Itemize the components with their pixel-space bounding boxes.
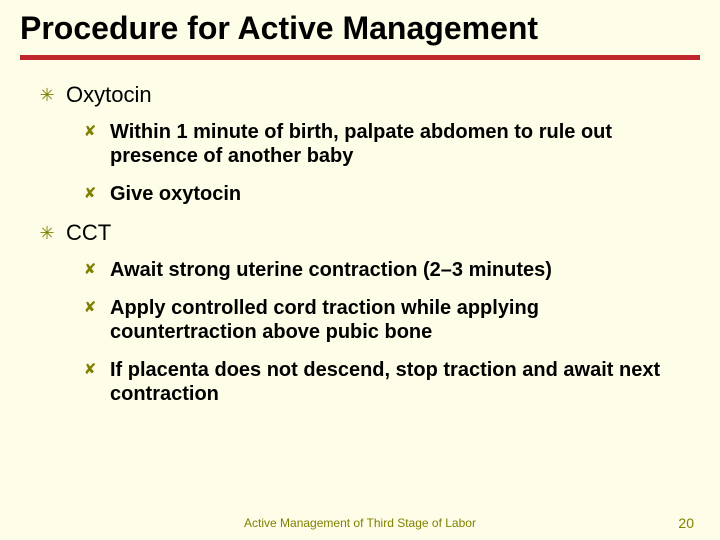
subitem-text: Give oxytocin: [110, 182, 271, 206]
footer-text: Active Management of Third Stage of Labo…: [244, 516, 476, 530]
title-underline: [20, 55, 700, 60]
subitem-text: Await strong uterine contraction (2–3 mi…: [110, 258, 582, 282]
subitem-text: Apply controlled cord traction while app…: [110, 296, 700, 344]
slide-title: Procedure for Active Management: [20, 10, 700, 55]
cross-icon: ✘: [82, 358, 98, 382]
list-item: ✳ CCT: [38, 220, 700, 246]
cross-icon: ✘: [82, 182, 98, 206]
cross-icon: ✘: [82, 296, 98, 320]
list-item: ✳ Oxytocin: [38, 82, 700, 108]
subitem-text: If placenta does not descend, stop tract…: [110, 358, 700, 406]
list-subitem: ✘ If placenta does not descend, stop tra…: [82, 358, 700, 406]
subitem-text: Within 1 minute of birth, palpate abdome…: [110, 120, 700, 168]
list-subitem: ✘ Apply controlled cord traction while a…: [82, 296, 700, 344]
asterisk-icon: ✳: [38, 82, 56, 108]
section-heading: Oxytocin: [66, 82, 152, 108]
asterisk-icon: ✳: [38, 220, 56, 246]
slide: Procedure for Active Management ✳ Oxytoc…: [0, 0, 720, 540]
page-number: 20: [678, 515, 694, 531]
list-subitem: ✘ Within 1 minute of birth, palpate abdo…: [82, 120, 700, 168]
list-subitem: ✘ Await strong uterine contraction (2–3 …: [82, 258, 700, 282]
cross-icon: ✘: [82, 258, 98, 282]
list-subitem: ✘ Give oxytocin: [82, 182, 700, 206]
section-heading: CCT: [66, 220, 111, 246]
cross-icon: ✘: [82, 120, 98, 144]
footer: Active Management of Third Stage of Labo…: [0, 516, 720, 530]
